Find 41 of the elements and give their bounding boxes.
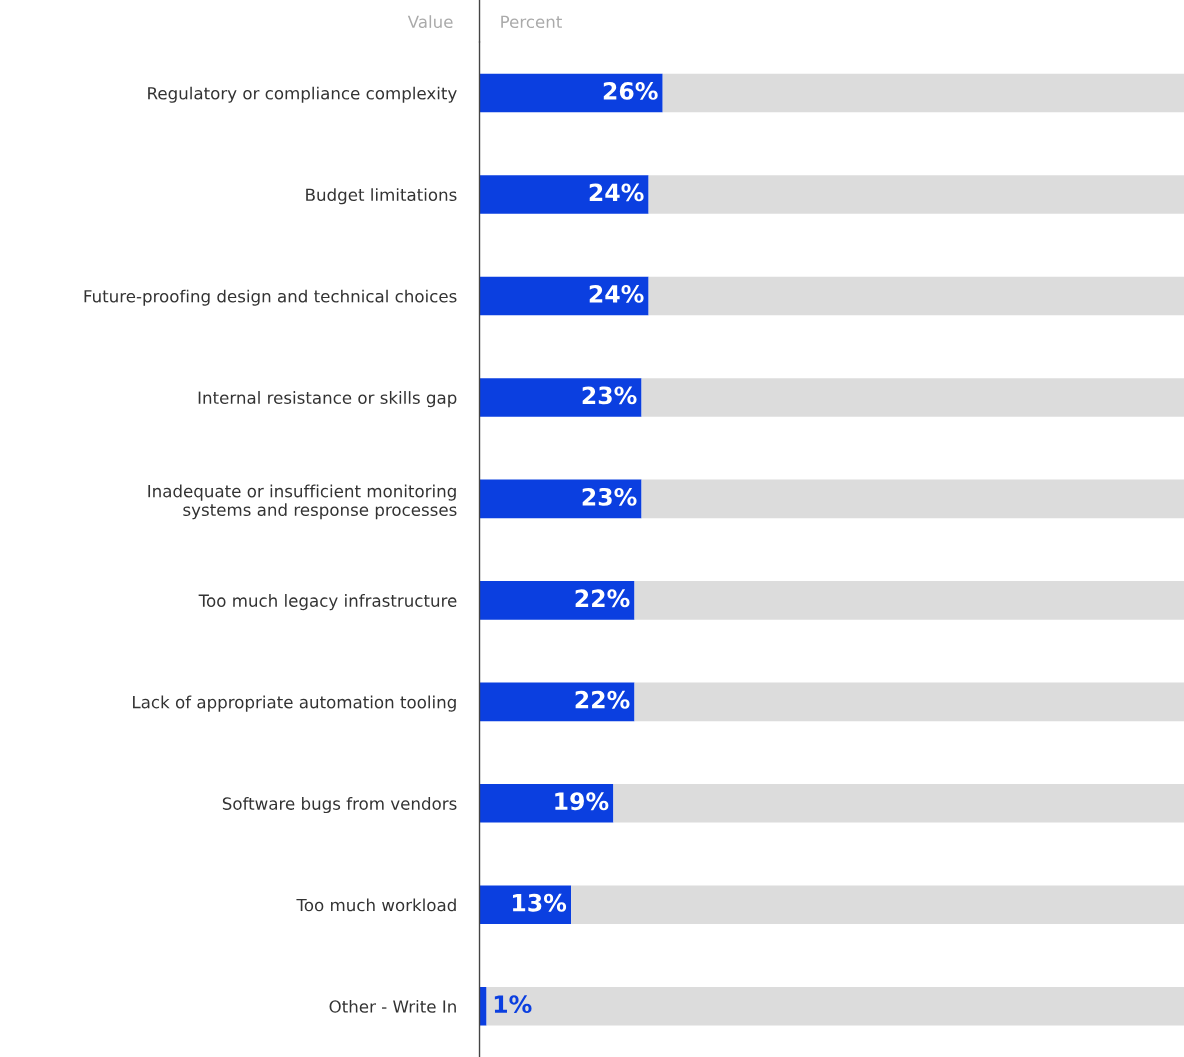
y-axis-title: Value — [407, 15, 453, 29]
bar — [634, 581, 1184, 620]
bar — [479, 276, 649, 316]
y-tick-label: Regulatory or compliance complexity — [148, 86, 457, 103]
y-tick-label: Too much workload — [296, 898, 456, 912]
bar — [641, 479, 1184, 519]
data-label: 22% — [575, 589, 630, 608]
bar — [662, 73, 1184, 113]
bar — [479, 73, 663, 113]
y-tick-label: Inadequate or insufficient monitoring systems and response processes — [148, 484, 457, 520]
bar — [613, 784, 1184, 823]
bar — [571, 885, 1184, 925]
data-label: 23% — [582, 487, 637, 506]
data-label: 24% — [589, 183, 644, 202]
bar — [479, 479, 642, 519]
data-label: 13% — [513, 893, 567, 912]
y-tick-label: Future-proofing design and technical choices — [84, 289, 457, 306]
y-tick-label: Lack of appropriate automation tooling — [133, 695, 456, 712]
data-label: 23% — [582, 386, 637, 405]
y-tick-label: Software bugs from vendors — [222, 796, 457, 814]
y-tick-label: Internal resistance or skills gap — [198, 391, 457, 408]
data-label: 26% — [603, 82, 658, 100]
data-label: 19% — [555, 792, 609, 811]
bar — [479, 581, 635, 620]
bar — [479, 784, 614, 823]
data-label: 1% — [494, 995, 532, 1014]
bar — [479, 378, 642, 417]
y-tick-label: Too much legacy infrastructure — [198, 594, 457, 611]
data-label: 24% — [589, 284, 644, 303]
x-axis-title: Percent — [501, 15, 562, 29]
bar — [479, 682, 635, 722]
bar — [486, 986, 1184, 1026]
bar — [479, 986, 487, 1026]
y-tick-label: Other - Write In — [329, 999, 456, 1013]
bar — [479, 175, 649, 214]
y-tick-label: Budget limitations — [306, 188, 457, 205]
bar — [634, 682, 1184, 722]
bar — [641, 378, 1184, 417]
bar — [648, 175, 1184, 214]
data-label: 22% — [575, 690, 630, 709]
bar — [648, 276, 1184, 316]
